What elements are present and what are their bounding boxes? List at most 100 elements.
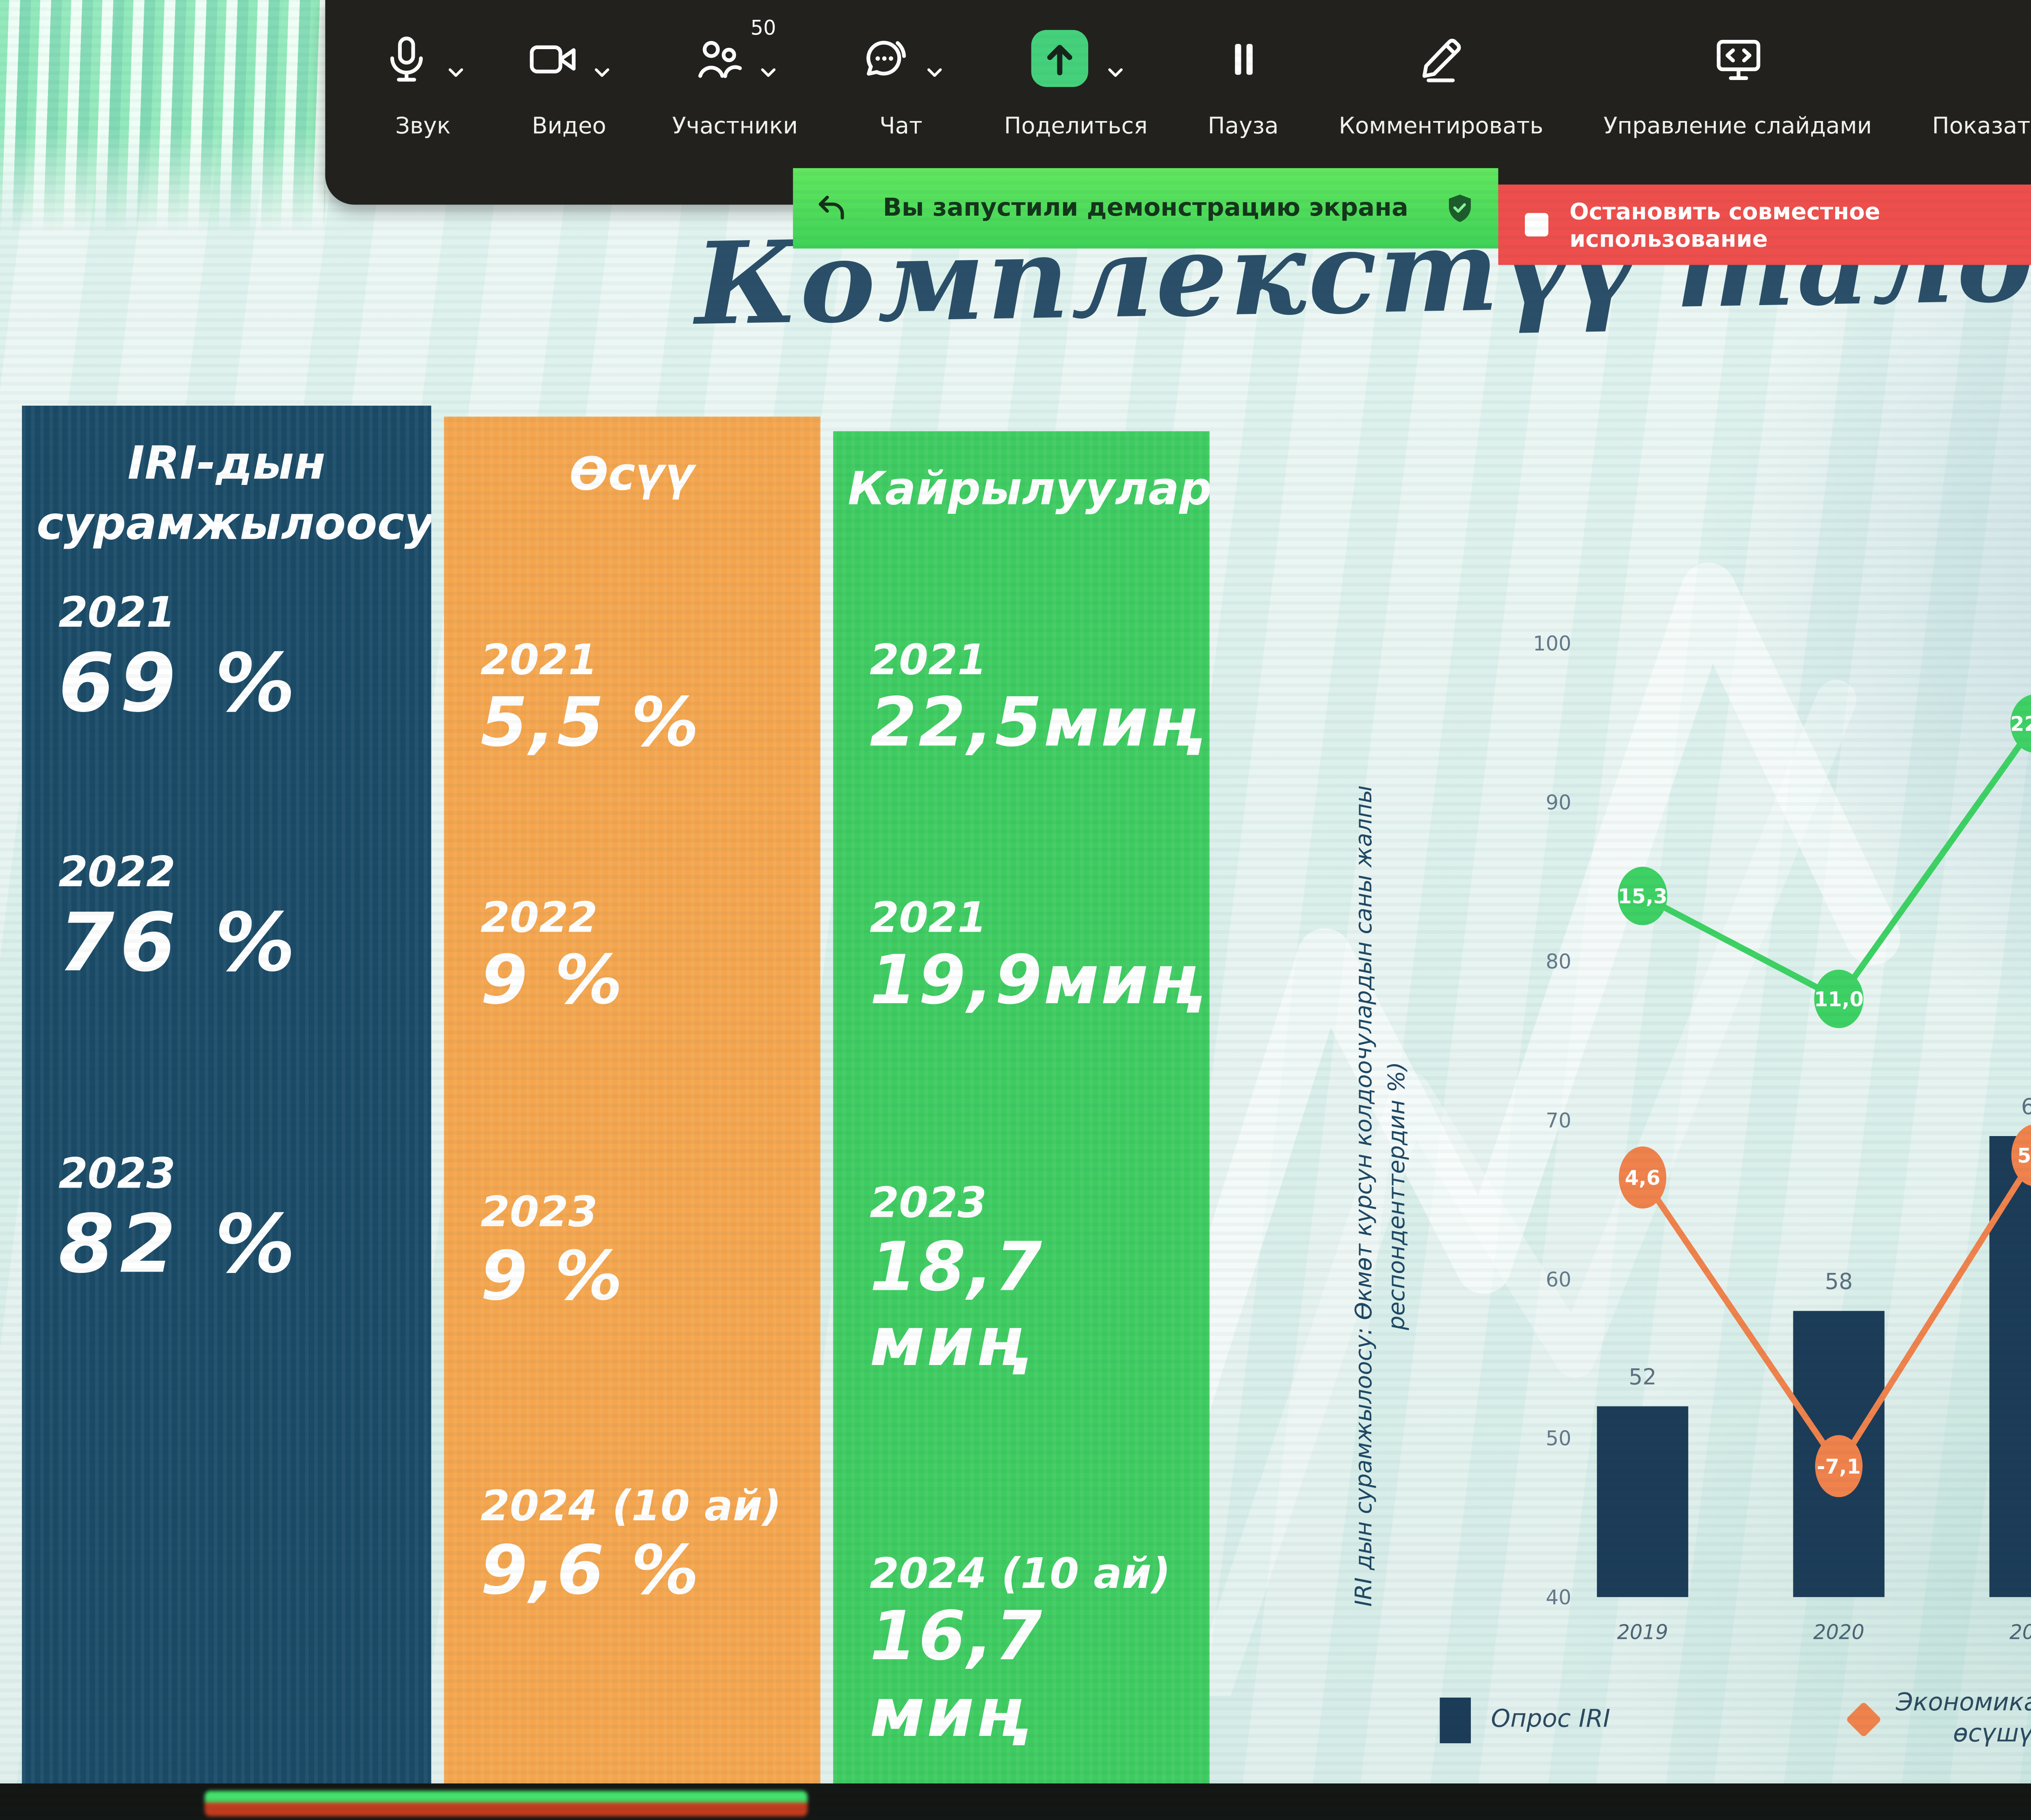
column-growth: Өсүү 2021 5,5 % 2022 9 % 2023 9 % 2024 (10 ай) 9… [444,416,821,1784]
bar-value-label: 58 [1825,1269,1853,1294]
entry-value: 19,9миң [870,941,1199,1021]
column-entry: 2021 69 % [58,590,431,729]
stop-sharing-button[interactable]: Остановить совместное использование [1498,184,2031,265]
toolbar-button-show-conference[interactable]: Показать конференцию [1932,18,2031,139]
x-axis-label: 2019 [1617,1621,1668,1644]
entry-year: 2021 [58,590,175,638]
screen-edge-glare [0,0,325,234]
toolbar-button-label: Чат [879,111,922,139]
column-entry: 2024 (10 ай) 9,6 % [481,1484,821,1610]
legend-swatch [1845,1702,1881,1738]
line-series-citizen-appeals: 15,311,022,519,918,716,7 [1618,695,2031,1028]
camera-icon [526,32,579,85]
chat-icon [858,32,911,85]
column-entry: 2021 22,5миң [870,636,1210,763]
shield-icon [1443,192,1476,225]
data-point-label: 15,3 [1618,885,1667,908]
toolbar-button-label: Управление слайдами [1603,111,1872,139]
column-appeals: Кайрылуулар 2021 22,5миң 2021 19,9миң 2023 18,… [833,431,1210,1784]
chart-legend: Опрос IRIЭкономиканын өсүшүЖарандардын к… [1440,1672,2031,1768]
column-entry: 2024 (10 ай) 16,7 миң [870,1550,1210,1751]
data-point-marker [2010,695,2031,753]
chevron-down-icon[interactable] [592,54,612,76]
entry-value: 18,7 миң [870,1227,1044,1382]
toolbar-button-participants[interactable]: 50 Участники [672,15,798,139]
chevron-down-icon[interactable] [758,54,778,76]
chevron-down-icon[interactable] [446,54,466,76]
microphone-icon [380,32,433,85]
column-entry: 2023 82 % [58,1151,431,1290]
toolbar-button-share[interactable]: Поделиться [1004,18,1148,139]
stop-sharing-label: Остановить совместное использование [1569,197,1880,252]
toolbar-button-label: Показать конференцию [1932,111,2031,139]
monitor-bezel [0,1783,2031,1820]
data-point-marker [1814,970,1864,1028]
toolbar-button-pause[interactable]: Пауза [1208,18,1279,139]
column-header: Өсүү [569,448,695,501]
y-axis-tick: 80 [1546,950,1571,973]
slides-icon [1711,32,1764,85]
toolbar-button-sound[interactable]: Звук [380,18,466,139]
entry-year: 2023 [870,1180,987,1228]
entry-value: 9,6 % [481,1531,701,1610]
column-entry: 2022 76 % [58,850,431,989]
chevron-down-icon[interactable] [924,54,944,76]
data-point-marker [2011,1125,2031,1186]
data-point-marker [1815,1435,1863,1498]
line-series-economy-growth: 4,6-7,15,59,09,09,6 [1619,1125,2031,1498]
x-axis-label: 2020 [1813,1621,1864,1644]
entry-year: 2021 [870,895,987,943]
toolbar-button-label: Поделиться [1004,111,1148,139]
entry-year: 2021 [870,636,987,684]
entry-year: 2022 [481,895,598,943]
data-point-label: -7,1 [1817,1455,1861,1478]
toolbar-button-manage-slides[interactable]: Управление слайдами [1604,18,1872,139]
legend-label: Опрос IRI [1491,1704,1611,1733]
y-axis-tick: 60 [1546,1268,1571,1291]
entry-year: 2021 [481,636,598,684]
back-arrow-icon[interactable] [815,192,848,225]
toolbar-button-chat[interactable]: Чат [858,18,944,139]
y-axis-tick: 40 [1546,1586,1571,1609]
column-entry: 2021 5,5 % [481,636,821,763]
legend-swatch [1440,1697,1471,1743]
participants-icon: 50 [692,15,776,85]
chart-y-axis-label: IRI дын сурамжылоосу: Өкмөт курсун колдо… [1349,785,1409,1607]
toolbar-button-video[interactable]: Видео [526,18,612,139]
column-entry: 2023 18,7 миң [870,1180,1210,1382]
chevron-down-icon[interactable] [1105,54,1125,76]
pause-icon [1217,32,1269,85]
y-axis-tick: 100 [1533,632,1571,656]
participants-count-badge: 50 [750,15,776,39]
entry-year: 2024 (10 ай) [870,1550,1171,1598]
data-point-label: 4,6 [1625,1166,1661,1190]
y-axis-tick: 70 [1546,1109,1571,1132]
entry-year: 2024 (10 ай) [481,1484,782,1532]
bar-series-opros-iri: 5258697682 [1597,1094,2031,1597]
entry-value: 22,5миң [870,684,1199,763]
entry-value: 9 % [481,1236,625,1315]
line-path [1641,724,2031,1003]
bar-value-label: 69 [2021,1094,2031,1119]
y-axis-tick: 90 [1546,791,1571,814]
toolbar-button-label: Участники [672,111,798,139]
data-point-marker [1619,1146,1667,1209]
entry-value: 5,5 % [481,684,701,763]
y-axis-tick: 50 [1546,1427,1571,1450]
data-point-label: 5,5 [2017,1144,2031,1167]
stop-icon [1520,208,1553,241]
entry-year: 2023 [481,1189,598,1237]
column-entry: 2021 19,9миң [870,895,1210,1021]
bar-value-label: 52 [1628,1364,1656,1389]
column-entry: 2022 9 % [481,895,821,1019]
column-entry: 2023 9 % [481,1189,821,1315]
toolbar-button-label: Пауза [1208,111,1279,139]
desk-reflection [204,1791,808,1817]
share-icon [1026,26,1092,91]
pencil-icon [1414,32,1467,85]
column-header: IRI-дын сурамжылоосу [36,437,431,549]
toolbar-button-label: Видео [532,111,606,139]
toolbar-button-annotate[interactable]: Комментировать [1339,18,1543,139]
entry-year: 2023 [58,1151,175,1199]
